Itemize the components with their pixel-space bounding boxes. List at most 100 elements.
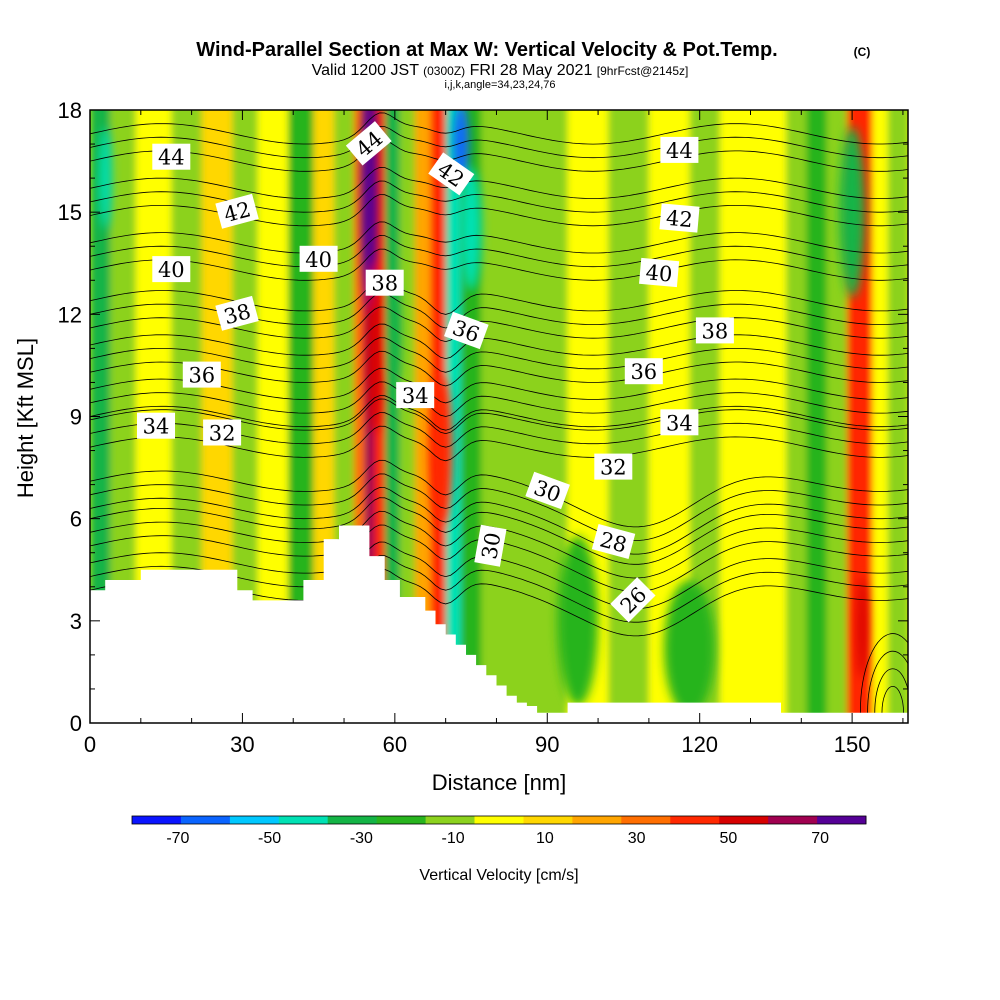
contour-label-box — [215, 193, 259, 229]
theta-isoline — [90, 487, 908, 555]
contour-label-text: 44 — [158, 146, 185, 170]
theta-isoline — [90, 235, 908, 268]
contour-label: 30 — [474, 524, 507, 567]
contour-label-text: 34 — [402, 384, 429, 408]
contour-label-box — [203, 419, 242, 446]
theta-closed-contour — [874, 668, 908, 723]
contour-label-box — [594, 453, 633, 480]
contour-label-text: 42 — [665, 206, 694, 232]
colorbar-swatch — [229, 816, 280, 824]
colorbar-swatch — [327, 816, 378, 824]
contour-label: 44 — [660, 136, 699, 163]
velocity-column — [806, 110, 828, 723]
contour-label-text: 34 — [143, 415, 170, 439]
contour-label-box — [137, 412, 175, 439]
x-tick-label: 30 — [230, 732, 254, 757]
y-tick-label: 6 — [70, 507, 82, 532]
colorbar-label: Vertical Velocity [cm/s] — [419, 867, 578, 884]
colorbar-tick-label: -30 — [350, 830, 373, 847]
theta-isoline — [90, 323, 908, 360]
colorbar-swatch — [376, 816, 427, 824]
theta-isoline — [90, 337, 908, 373]
contour-label: 28 — [591, 524, 636, 560]
y-tick-label: 18 — [58, 98, 82, 123]
colorbar-swatch — [719, 816, 769, 824]
velocity-column — [90, 110, 112, 723]
x-tick-label: 60 — [383, 732, 407, 757]
theta-isoline — [90, 221, 908, 254]
velocity-column — [755, 110, 788, 723]
contour-label: 32 — [594, 453, 633, 480]
subtitle-utc: (0300Z) — [423, 64, 465, 78]
contour-label: 38 — [695, 317, 734, 344]
colorbar-swatch — [180, 816, 231, 824]
x-axis-label: Distance [nm] — [432, 770, 567, 795]
contour-label: 30 — [525, 471, 570, 510]
theta-isoline — [90, 381, 908, 417]
contour-label-box — [444, 311, 489, 350]
contour-label-box — [591, 524, 636, 560]
colorbar: -70 -50 -30 -10 10 30 50 70 — [131, 815, 867, 847]
contour-label-text: 38 — [702, 319, 729, 343]
colorbar-swatch — [670, 816, 720, 824]
contour-label-box — [639, 257, 680, 288]
contour-label-text: 32 — [600, 456, 627, 480]
subtitle-date: FRI 28 May 2021 — [470, 62, 593, 79]
colorbar-swatch — [474, 816, 524, 824]
terrain — [90, 525, 908, 723]
theta-isoline — [90, 497, 908, 565]
contour-label: 44 — [152, 143, 191, 170]
theta-isoline — [90, 248, 908, 281]
contour-label-box — [525, 471, 570, 510]
theta-isoline — [90, 279, 908, 315]
colorbar-tick-label: -10 — [442, 830, 465, 847]
velocity-core — [460, 167, 482, 291]
colorbar-swatch — [817, 816, 867, 824]
theta-isoline — [90, 180, 908, 213]
contour-label-text: 36 — [630, 360, 657, 384]
theta-isoline — [90, 139, 908, 172]
contour-label-text: 30 — [477, 531, 505, 561]
colorbar-swatch — [572, 816, 622, 824]
theta-isoline — [90, 425, 908, 462]
theta-isoline — [90, 166, 908, 199]
contour-label-box — [215, 295, 259, 331]
colorbar-swatch — [425, 816, 475, 824]
contour-label-text: 38 — [371, 272, 398, 296]
theta-isoline — [90, 459, 908, 528]
velocity-core — [389, 280, 400, 383]
theta-isoline — [90, 473, 908, 541]
velocity-core — [366, 263, 383, 434]
y-tick-label: 9 — [70, 405, 82, 430]
theta-isoline — [90, 350, 908, 387]
velocity-column — [786, 110, 808, 723]
theta-isoline — [90, 395, 908, 431]
contour-label-box — [610, 577, 656, 623]
chart-subtitle: Valid 1200 JST (0300Z) FRI 28 May 2021 [… — [312, 62, 689, 79]
velocity-column — [481, 110, 518, 723]
colorbar-tick-label: 50 — [720, 830, 738, 847]
contour-label: 40 — [639, 257, 680, 288]
y-tick-label: 15 — [58, 200, 82, 225]
contour-label: 34 — [660, 409, 699, 436]
contour-label-box — [396, 382, 435, 409]
contour-label-text: 40 — [305, 248, 332, 272]
colorbar-tick-label: -70 — [166, 830, 189, 847]
theta-closed-contour — [881, 685, 904, 723]
chart-subtitle-indices: i,j,k,angle=34,23,24,76 — [444, 79, 555, 91]
contour-label: 34 — [396, 382, 435, 409]
subtitle-forecast: [9hrFcst@2145z] — [597, 64, 689, 78]
velocity-core — [429, 375, 452, 526]
contour-label-box — [660, 409, 699, 436]
velocity-core — [99, 127, 112, 230]
contour-label: 42 — [215, 193, 259, 229]
x-tick-label: 150 — [834, 732, 871, 757]
y-tick-label: 12 — [58, 302, 82, 327]
velocity-column — [720, 110, 757, 723]
colorbar-tick-label: 30 — [628, 830, 646, 847]
contour-label-text: 34 — [666, 411, 693, 435]
velocity-column — [887, 110, 908, 723]
